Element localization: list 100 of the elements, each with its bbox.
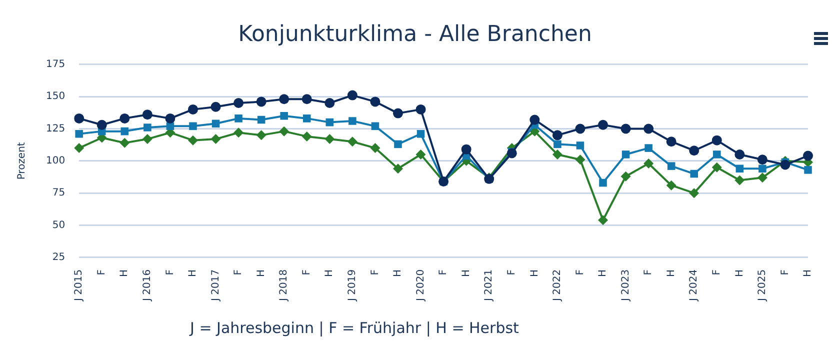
x-tick-label: F xyxy=(301,269,312,276)
x-tick-label: H xyxy=(256,269,267,277)
text: J = Jahresbeginn | F = Frühjahr | H = Herbst xyxy=(188,319,520,337)
point xyxy=(324,134,335,144)
y-tick-label: 75 xyxy=(52,188,66,199)
point xyxy=(279,126,290,136)
point xyxy=(666,180,676,190)
point xyxy=(554,140,562,148)
x-tick-label: J 2017 xyxy=(210,269,222,302)
point xyxy=(234,114,242,122)
point xyxy=(392,164,403,174)
point xyxy=(757,154,768,165)
x-tick-label: H xyxy=(802,269,814,277)
point xyxy=(142,134,152,144)
x-tick-label: H xyxy=(734,269,746,277)
point xyxy=(644,158,654,168)
x-tick-label: F xyxy=(96,269,108,276)
point xyxy=(620,171,631,182)
point xyxy=(736,164,744,173)
point xyxy=(74,113,84,124)
point xyxy=(666,136,676,147)
point xyxy=(734,149,745,160)
point xyxy=(302,94,312,104)
point xyxy=(347,90,358,100)
x-tick-label: J 2025 xyxy=(757,269,768,302)
point xyxy=(348,117,356,125)
point xyxy=(302,131,312,142)
point xyxy=(599,178,607,187)
point xyxy=(324,98,335,108)
point xyxy=(530,114,540,125)
point xyxy=(142,110,152,120)
x-tick-label: H xyxy=(324,269,336,277)
point xyxy=(188,135,198,146)
point xyxy=(75,130,83,138)
x-tick-label: J 2022 xyxy=(552,269,564,302)
point xyxy=(234,128,244,138)
x-tick-label: H xyxy=(666,269,677,277)
point xyxy=(598,120,608,130)
point xyxy=(416,130,425,138)
point xyxy=(576,142,584,150)
point xyxy=(757,172,768,183)
point xyxy=(712,150,721,158)
point xyxy=(210,102,221,112)
point xyxy=(667,162,676,170)
y-tick-label: 150 xyxy=(46,91,66,102)
x-tick-label: F xyxy=(711,269,722,276)
point xyxy=(552,149,562,160)
point xyxy=(120,127,129,136)
point xyxy=(689,146,700,156)
x-tick-label: J 2020 xyxy=(415,269,426,302)
x-tick-label: J 2016 xyxy=(142,269,154,302)
point xyxy=(416,149,426,160)
x-tick-label: F xyxy=(643,269,654,276)
point xyxy=(189,122,197,130)
x-tick-label: F xyxy=(506,269,518,276)
x-tick-label: J 2021 xyxy=(484,269,495,302)
point xyxy=(780,160,790,170)
point xyxy=(165,113,176,124)
y-tick-label: 100 xyxy=(46,156,66,167)
point xyxy=(461,144,472,154)
point xyxy=(144,124,152,132)
point xyxy=(74,143,84,154)
x-tick-label: F xyxy=(780,269,791,276)
x-tick-label: H xyxy=(460,269,472,277)
point xyxy=(256,96,266,107)
point xyxy=(370,96,380,107)
point xyxy=(212,120,220,128)
point xyxy=(712,162,722,172)
point xyxy=(120,113,130,124)
x-tick-label: J 2015 xyxy=(74,269,85,302)
x-tick-label: J 2023 xyxy=(620,269,632,302)
point xyxy=(712,135,722,146)
point xyxy=(803,150,813,161)
point xyxy=(690,170,698,178)
x-tick-label: F xyxy=(164,269,176,276)
point xyxy=(280,112,288,120)
point xyxy=(734,175,745,186)
point xyxy=(188,104,198,114)
x-tick-label: H xyxy=(392,269,404,277)
x-tick-label: J 2024 xyxy=(688,269,700,302)
x-tick-label: F xyxy=(574,269,586,276)
point xyxy=(644,144,652,152)
point xyxy=(622,150,630,158)
x-tick-label: F xyxy=(438,269,450,276)
point xyxy=(644,124,654,134)
x-tick-label: J 2019 xyxy=(347,269,358,302)
y-tick-label: 175 xyxy=(46,58,66,70)
y-tick-label: 125 xyxy=(46,123,66,134)
point xyxy=(326,118,334,126)
x-tick-label: J 2018 xyxy=(278,269,290,302)
point xyxy=(371,122,380,130)
chart-title: Konjunkturklima - Alle Branchen xyxy=(238,22,592,47)
x-tick-label: H xyxy=(188,269,199,277)
point xyxy=(598,215,608,226)
point xyxy=(210,134,221,144)
point xyxy=(394,140,402,148)
point xyxy=(506,148,517,158)
point xyxy=(392,108,403,118)
y-tick-label: 50 xyxy=(52,220,66,231)
point xyxy=(279,94,290,104)
